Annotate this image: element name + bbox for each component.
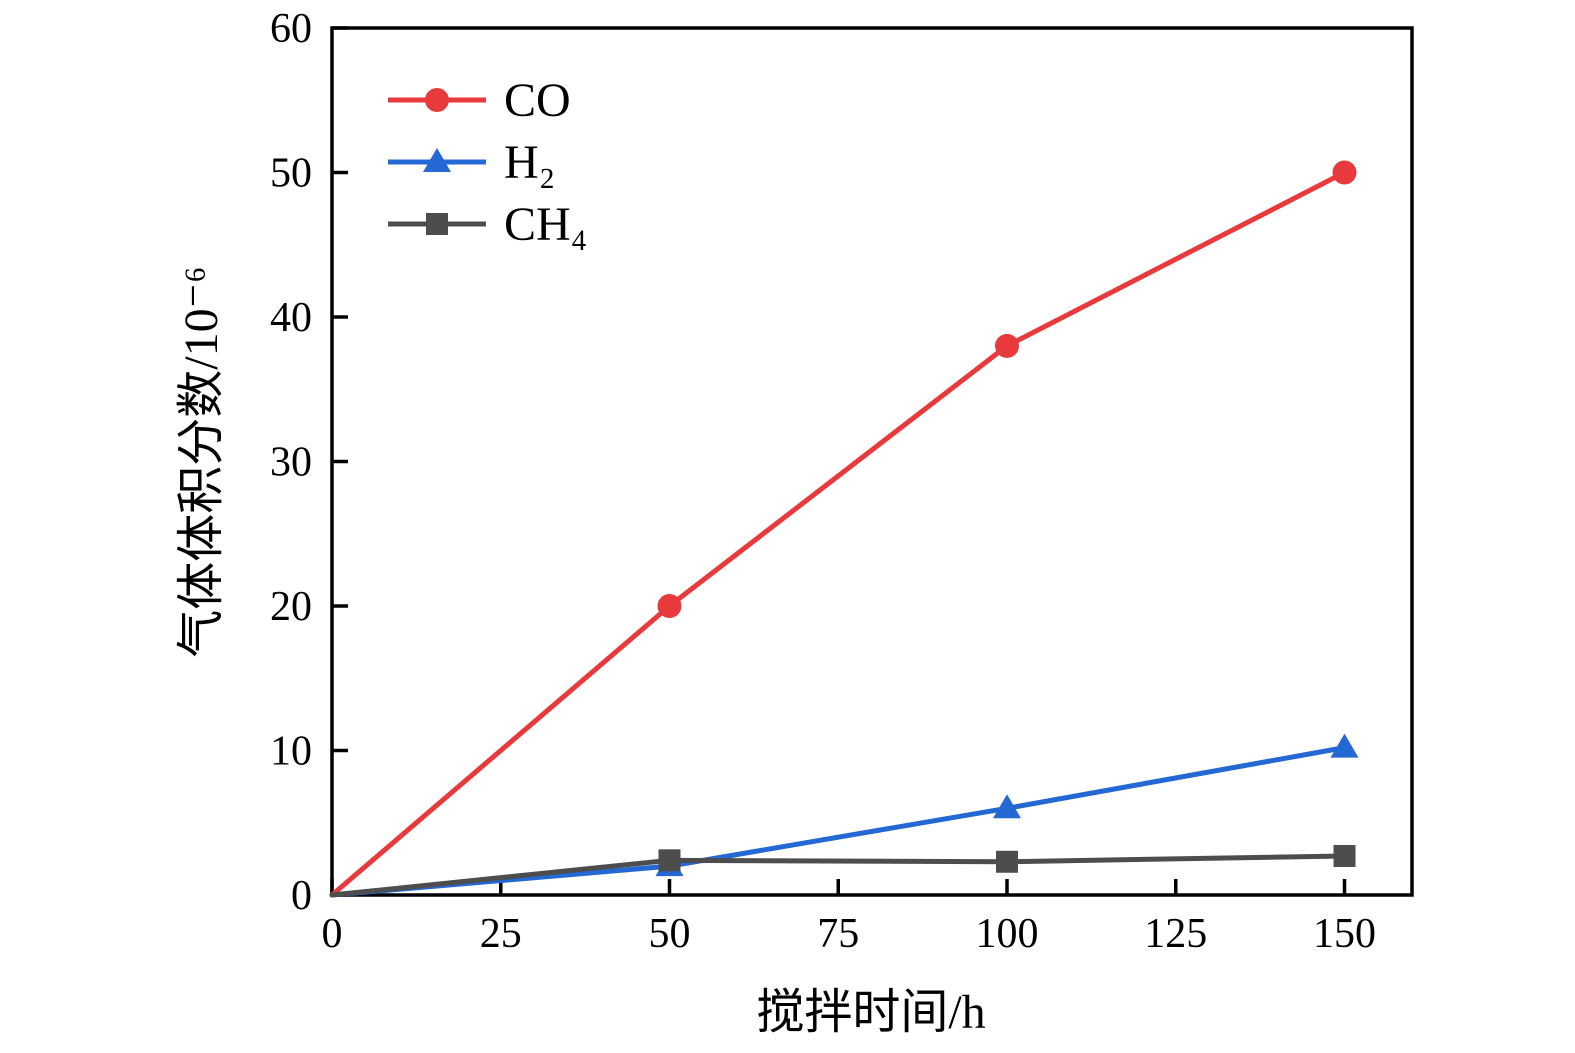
legend-item-CO: CO: [388, 74, 571, 127]
series-line: [329, 853, 1347, 898]
legend-label: CO: [504, 74, 571, 127]
series-CO: [329, 160, 1357, 898]
marker-circle: [995, 333, 1019, 358]
legend: CO H₂ CH₄: [388, 74, 587, 251]
x-axis-label: 搅拌时间/h: [756, 986, 986, 1039]
y-tick-label: 50: [270, 151, 312, 197]
y-tick-label: 0: [291, 873, 312, 919]
series-CH₄: [329, 844, 1356, 898]
series-line: [329, 745, 1347, 898]
series-H₂: [329, 733, 1359, 898]
legend-label: CH₄: [504, 198, 587, 251]
y-tick-label: 40: [270, 295, 312, 341]
y-tick-label: 30: [270, 440, 312, 486]
marker-triangle: [423, 148, 451, 172]
y-tick-label: 20: [270, 584, 312, 630]
y-tick-label: 10: [270, 729, 312, 775]
marker-circle: [425, 88, 449, 112]
x-tick-label: 0: [322, 911, 343, 957]
marker-square: [1333, 844, 1356, 867]
x-tick-label: 75: [817, 911, 859, 957]
y-axis-label: 气体体积分数/10⁻⁶: [175, 266, 228, 658]
marker-square: [996, 850, 1018, 873]
x-tick-label: 100: [976, 911, 1039, 957]
legend-item-CH₄: CH₄: [388, 198, 587, 251]
marker-triangle: [993, 794, 1021, 819]
legend-label: H₂: [504, 136, 555, 189]
series-line: [329, 170, 1347, 898]
marker-circle: [657, 594, 682, 618]
x-tick-label: 125: [1144, 911, 1207, 957]
x-tick-label: 150: [1313, 911, 1376, 957]
legend-item-H₂: H₂: [388, 136, 555, 189]
marker-triangle: [1330, 733, 1359, 758]
x-tick-label: 25: [480, 911, 522, 957]
marker-circle: [1332, 160, 1357, 185]
marker-square: [658, 849, 681, 872]
y-tick-label: 60: [270, 6, 312, 52]
x-tick-label: 50: [649, 911, 691, 957]
marker-square: [426, 213, 448, 235]
